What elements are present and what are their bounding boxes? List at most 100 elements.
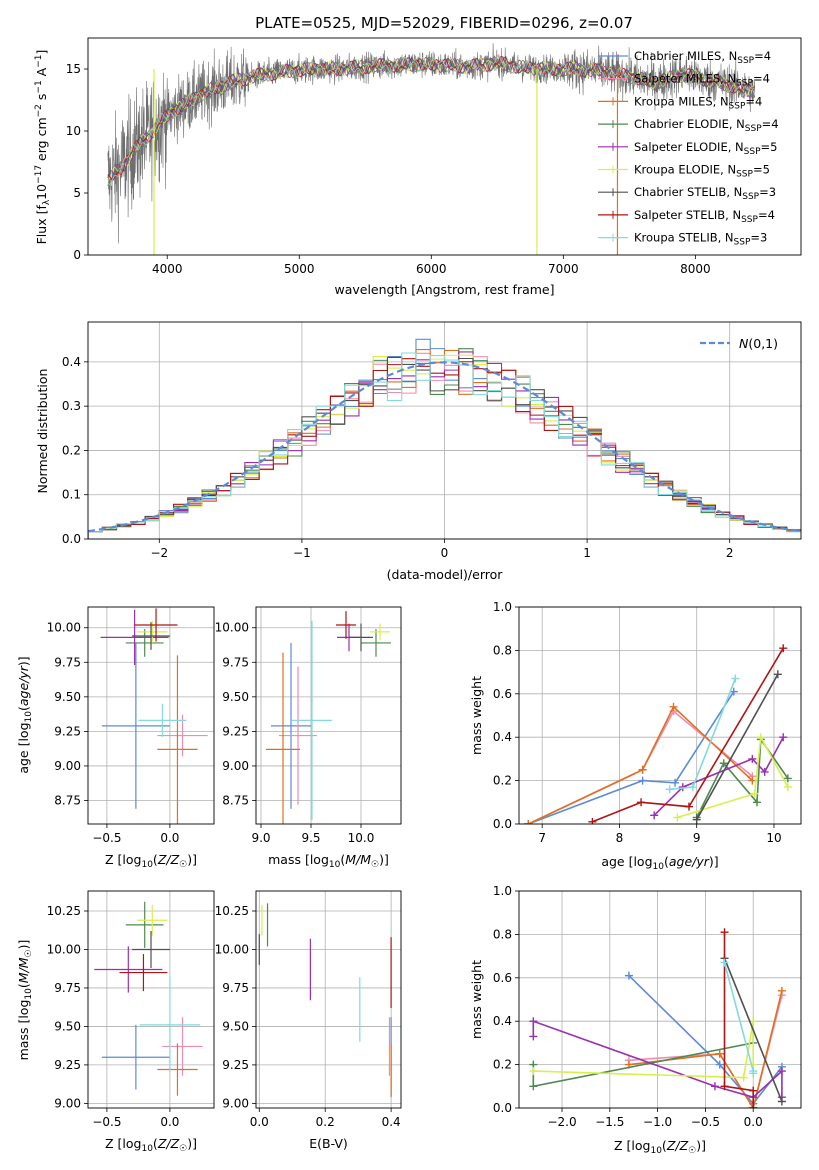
- y-tick-label: 9.50: [222, 1019, 249, 1033]
- x-tick-label: −2: [150, 546, 168, 560]
- series-salpeter-stelib: [588, 644, 788, 824]
- y-tick-label: 0.4: [62, 355, 81, 369]
- panel-spectrum: 4000 5000 6000 7000 8000 0 5 10 15 Chabrier MILES…: [34, 37, 802, 297]
- y-tick-label: 0.6: [493, 687, 512, 701]
- y-tick-label: 9.00: [222, 1096, 249, 1110]
- errorbar-chabrier-stelib: [349, 623, 373, 652]
- x-tick-label: 0: [441, 546, 449, 560]
- data-point: [692, 815, 701, 824]
- errorbar-kroupa-elodie: [370, 623, 390, 641]
- plot-area: [524, 644, 792, 824]
- y-tick-label: 0.0: [493, 817, 512, 831]
- legend-label: Salpeter STELIB, NSSP=4: [634, 208, 775, 225]
- data-point: [777, 1097, 786, 1106]
- y-tick-label: 0.2: [493, 774, 512, 788]
- y-tick-label: 0.8: [493, 927, 512, 941]
- data-point: [671, 778, 680, 787]
- series-line: [677, 734, 789, 819]
- x-axis-label: Z [log10(Z/Z☉)]: [105, 852, 197, 870]
- errorbar-chabrier-stelib: [132, 931, 170, 968]
- x-tick-label: 7000: [548, 262, 579, 276]
- errorbar-salpeter-miles: [279, 666, 317, 805]
- y-tick-label: 9.75: [54, 655, 81, 669]
- x-tick-label: −2.0: [547, 1115, 576, 1129]
- errorbar-salpeter-miles: [162, 1017, 203, 1076]
- x-tick-label: 8000: [680, 262, 711, 276]
- series-line: [723, 958, 783, 1102]
- y-tick-label: 0.6: [493, 971, 512, 985]
- y-axis-label: age [log10(age/yr)]: [16, 656, 34, 773]
- y-axis-label: Normed distribution: [35, 369, 50, 494]
- data-point: [665, 785, 674, 794]
- errorbar-chabrier-miles: [101, 642, 170, 809]
- errorbar-chabrier-stelib: [132, 622, 170, 650]
- data-point: [529, 1067, 538, 1076]
- legend-label: Salpeter MILES, NSSP=4: [634, 72, 770, 89]
- y-tick-label: 9.75: [54, 981, 81, 995]
- legend-label: Kroupa MILES, NSSP=4: [634, 94, 762, 111]
- errorbar-chabrier-miles: [101, 1024, 170, 1090]
- y-tick-label: 9.25: [54, 724, 81, 738]
- y-tick-label: 0.1: [62, 488, 81, 502]
- y-tick-label: 0.4: [493, 730, 512, 744]
- plot-area: [529, 928, 786, 1108]
- y-axis-label: Flux [fλ10−17 erg cm−2 s−1 A−1]: [34, 50, 52, 245]
- y-tick-label: 1.0: [493, 884, 512, 898]
- x-tick-label: 6000: [416, 262, 447, 276]
- x-tick-label: −1: [293, 546, 311, 560]
- panel-histogram: −2 −1 0 1 2 0.0 0.1 0.2 0.3 0.4 N(0,1) (data-model)…: [35, 321, 802, 582]
- data-point: [779, 644, 788, 653]
- data-point: [529, 1017, 538, 1026]
- y-tick-label: 0.2: [62, 443, 81, 457]
- data-point: [720, 928, 729, 937]
- data-point: [529, 1082, 538, 1091]
- data-point: [710, 1082, 719, 1091]
- x-tick-label: 0.0: [160, 1115, 179, 1129]
- plot-area: [258, 903, 392, 1098]
- errorbar-chabrier-miles: [271, 642, 311, 809]
- legend-label: Chabrier ELODIE, NSSP=4: [634, 117, 779, 134]
- series-kroupa-miles: [524, 702, 757, 824]
- axes-frame: [518, 606, 802, 825]
- data-point: [760, 767, 769, 776]
- legend-label: Kroupa STELIB, NSSP=3: [634, 231, 767, 248]
- y-tick-label: 9.75: [222, 655, 249, 669]
- y-tick-label: 9.00: [222, 759, 249, 773]
- y-tick-label: 10.25: [215, 904, 249, 918]
- panel-Z-vs-mass-weight: −2.0 −1.5 −1.0 −0.5 0.0 0.0 0.2 0.4 0.6 0.8 1.0 Z […: [469, 884, 802, 1156]
- data-point: [715, 1049, 724, 1058]
- plot-area: [100, 608, 208, 824]
- x-tick-label: −1.0: [643, 1115, 672, 1129]
- errorbar-salpeter-elodie: [100, 609, 169, 666]
- data-point: [588, 817, 597, 824]
- x-tick-label: 5000: [284, 262, 315, 276]
- axes-frame: [87, 606, 215, 825]
- axes-frame: [255, 606, 402, 825]
- data-point: [720, 1082, 729, 1091]
- normal-curve: [88, 361, 801, 533]
- y-tick-label: 9.50: [54, 1019, 81, 1033]
- data-point: [756, 733, 765, 742]
- y-axis-label: mass weight: [469, 960, 484, 1039]
- errorbar-chabrier-elodie: [125, 629, 164, 657]
- data-point: [749, 1086, 758, 1095]
- x-tick-label: 0.0: [160, 831, 179, 845]
- x-tick-label: −0.5: [92, 831, 121, 845]
- y-tick-label: 9.00: [54, 1096, 81, 1110]
- axes-frame: [87, 37, 802, 256]
- legend-label: Chabrier STELIB, NSSP=3: [634, 185, 776, 202]
- y-tick-label: 9.50: [54, 690, 81, 704]
- data-point: [637, 798, 646, 807]
- data-point: [731, 674, 740, 683]
- model-spectrum-kroupa-stelib: [107, 55, 756, 186]
- plot-area: [107, 43, 756, 255]
- data-point: [669, 702, 678, 711]
- data-point: [749, 1069, 758, 1078]
- x-axis-label: mass [log10(M/M☉)]: [268, 852, 389, 870]
- series-kroupa-stelib: [720, 958, 758, 1078]
- axes-frame: [87, 321, 802, 540]
- x-axis-label: Z [log10(Z/Z☉)]: [105, 1136, 197, 1154]
- y-tick-label: 0.0: [62, 532, 81, 546]
- axes-frame: [87, 890, 215, 1109]
- x-tick-label: 0.0: [744, 1115, 763, 1129]
